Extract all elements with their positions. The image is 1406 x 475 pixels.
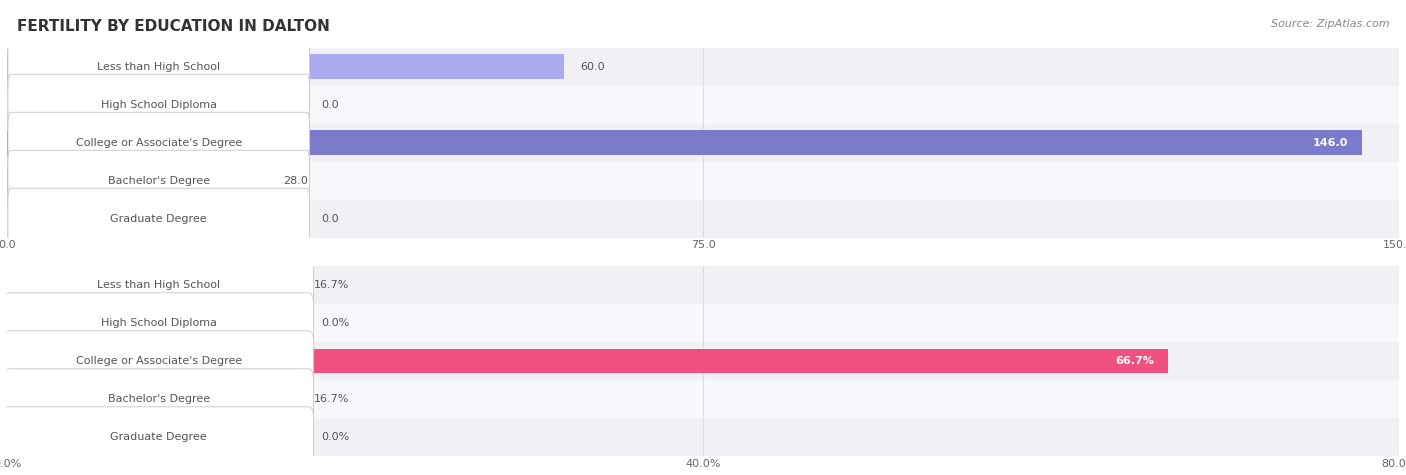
Text: 0.0: 0.0 (322, 99, 339, 110)
Text: Less than High School: Less than High School (97, 61, 221, 72)
FancyBboxPatch shape (8, 150, 309, 211)
Text: 0.0: 0.0 (322, 213, 339, 224)
Text: Bachelor's Degree: Bachelor's Degree (108, 394, 209, 404)
Text: Graduate Degree: Graduate Degree (111, 213, 207, 224)
Text: College or Associate's Degree: College or Associate's Degree (76, 137, 242, 148)
Bar (7, 418, 1399, 456)
Text: College or Associate's Degree: College or Associate's Degree (76, 356, 242, 366)
Text: Bachelor's Degree: Bachelor's Degree (108, 175, 209, 186)
Text: 60.0: 60.0 (581, 61, 605, 72)
FancyBboxPatch shape (4, 407, 314, 467)
Text: 16.7%: 16.7% (315, 394, 350, 404)
Bar (7, 266, 1399, 304)
Bar (7, 124, 1399, 162)
Text: High School Diploma: High School Diploma (101, 318, 217, 328)
FancyBboxPatch shape (8, 74, 309, 135)
Bar (7, 86, 1399, 124)
Bar (7, 54, 564, 79)
Bar (7, 48, 1399, 86)
Text: 0.0%: 0.0% (322, 318, 350, 328)
Bar (7, 380, 1399, 418)
Text: 16.7%: 16.7% (315, 280, 350, 290)
Bar (7, 342, 1399, 380)
Bar (7, 168, 267, 193)
FancyBboxPatch shape (4, 293, 314, 353)
Text: High School Diploma: High School Diploma (101, 99, 217, 110)
Text: 28.0: 28.0 (284, 175, 308, 186)
Bar (7, 162, 1399, 199)
Text: 146.0: 146.0 (1313, 137, 1348, 148)
Text: Source: ZipAtlas.com: Source: ZipAtlas.com (1271, 19, 1389, 29)
Bar (7, 349, 1167, 373)
FancyBboxPatch shape (4, 369, 314, 429)
FancyBboxPatch shape (4, 255, 314, 315)
FancyBboxPatch shape (4, 331, 314, 391)
Bar (7, 304, 1399, 342)
Bar (7, 130, 1362, 155)
Bar (7, 387, 298, 411)
Bar (7, 273, 298, 297)
Text: 66.7%: 66.7% (1115, 356, 1154, 366)
Text: FERTILITY BY EDUCATION IN DALTON: FERTILITY BY EDUCATION IN DALTON (17, 19, 330, 34)
Text: 0.0%: 0.0% (322, 432, 350, 442)
FancyBboxPatch shape (8, 112, 309, 173)
FancyBboxPatch shape (8, 36, 309, 97)
Text: Less than High School: Less than High School (97, 280, 221, 290)
FancyBboxPatch shape (8, 188, 309, 249)
Text: Graduate Degree: Graduate Degree (111, 432, 207, 442)
Bar (7, 200, 1399, 238)
